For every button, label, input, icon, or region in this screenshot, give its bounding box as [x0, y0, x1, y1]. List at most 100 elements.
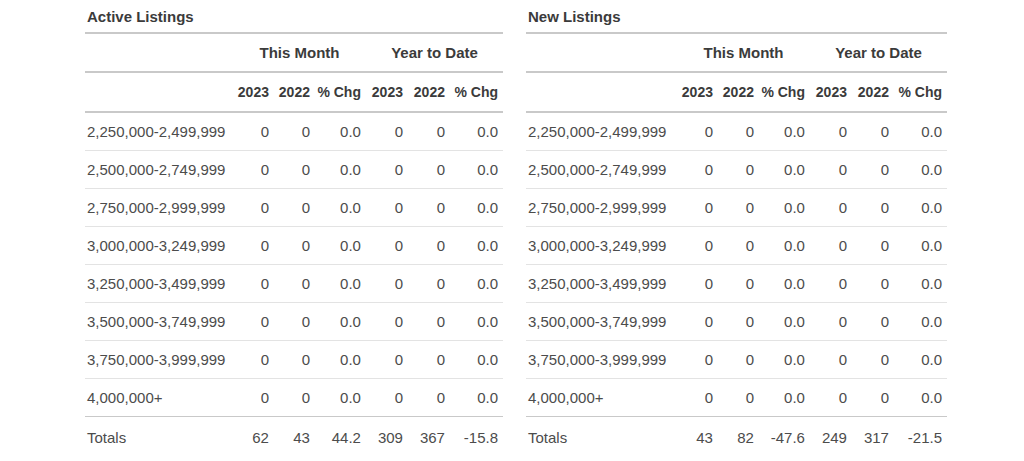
totals-row: Totals 62 43 44.2 309 367 -15.8 — [85, 417, 503, 458]
col-header-ytd-2022: 2022 — [852, 72, 894, 112]
totals-label: Totals — [85, 417, 233, 458]
totals-cell: 44.2 — [315, 417, 366, 458]
table-row: 3,750,000-3,999,999 0 0 0.0 0 0 0.0 — [526, 341, 947, 379]
value-cell: 0 — [810, 112, 852, 151]
value-cell: 0 — [366, 303, 408, 341]
value-cell: 0.0 — [759, 151, 810, 189]
totals-cell: 43 — [677, 417, 718, 458]
price-range-label: 3,500,000-3,749,999 — [85, 303, 233, 341]
totals-row: Totals 43 82 -47.6 249 317 -21.5 — [526, 417, 947, 458]
price-range-label: 2,500,000-2,749,999 — [526, 151, 677, 189]
price-range-label: 3,000,000-3,249,999 — [526, 227, 677, 265]
value-cell: 0 — [274, 189, 315, 227]
value-cell: 0 — [852, 189, 894, 227]
value-cell: 0 — [408, 227, 450, 265]
table-row: 2,500,000-2,749,999 0 0 0.0 0 0 0.0 — [526, 151, 947, 189]
value-cell: 0 — [852, 227, 894, 265]
table-row: 3,000,000-3,249,999 0 0 0.0 0 0 0.0 — [85, 227, 503, 265]
value-cell: 0.0 — [894, 112, 947, 151]
value-cell: 0.0 — [450, 189, 503, 227]
price-range-label: 2,500,000-2,749,999 — [85, 151, 233, 189]
active-listings-table: This Month Year to Date 2023 2022 % Chg … — [85, 34, 503, 457]
value-cell: 0.0 — [315, 341, 366, 379]
col-header-tm-2022: 2022 — [718, 72, 759, 112]
value-cell: 0 — [810, 265, 852, 303]
column-header-row: 2023 2022 % Chg 2023 2022 % Chg — [85, 72, 503, 112]
value-cell: 0 — [274, 227, 315, 265]
spacer-cell — [85, 72, 233, 112]
value-cell: 0.0 — [450, 112, 503, 151]
totals-cell: -21.5 — [894, 417, 947, 458]
col-header-ytd-pct-chg: % Chg — [894, 72, 947, 112]
value-cell: 0 — [366, 189, 408, 227]
value-cell: 0.0 — [894, 341, 947, 379]
table-row: 3,250,000-3,499,999 0 0 0.0 0 0 0.0 — [85, 265, 503, 303]
totals-cell: -15.8 — [450, 417, 503, 458]
value-cell: 0 — [718, 379, 759, 417]
value-cell: 0 — [233, 341, 274, 379]
value-cell: 0.0 — [315, 303, 366, 341]
value-cell: 0 — [718, 303, 759, 341]
value-cell: 0 — [677, 379, 718, 417]
group-header-year-to-date: Year to Date — [810, 34, 947, 72]
value-cell: 0 — [408, 265, 450, 303]
value-cell: 0 — [677, 151, 718, 189]
new-listings-table: This Month Year to Date 2023 2022 % Chg … — [526, 34, 947, 457]
col-header-ytd-2023: 2023 — [366, 72, 408, 112]
totals-cell: 309 — [366, 417, 408, 458]
value-cell: 0 — [852, 151, 894, 189]
value-cell: 0.0 — [315, 227, 366, 265]
col-header-tm-pct-chg: % Chg — [759, 72, 810, 112]
value-cell: 0.0 — [894, 227, 947, 265]
new-listings-report: New Listings This Month Year to Date 202… — [526, 0, 947, 457]
value-cell: 0 — [274, 341, 315, 379]
column-header-row: 2023 2022 % Chg 2023 2022 % Chg — [526, 72, 947, 112]
value-cell: 0 — [852, 112, 894, 151]
totals-cell: 367 — [408, 417, 450, 458]
col-header-ytd-2023: 2023 — [810, 72, 852, 112]
value-cell: 0 — [274, 303, 315, 341]
spacer-cell — [85, 34, 233, 72]
table-row: 3,500,000-3,749,999 0 0 0.0 0 0 0.0 — [85, 303, 503, 341]
value-cell: 0 — [810, 151, 852, 189]
table-row: 3,500,000-3,749,999 0 0 0.0 0 0 0.0 — [526, 303, 947, 341]
totals-label: Totals — [526, 417, 677, 458]
price-range-label: 2,250,000-2,499,999 — [526, 112, 677, 151]
value-cell: 0 — [408, 151, 450, 189]
col-header-ytd-pct-chg: % Chg — [450, 72, 503, 112]
value-cell: 0 — [233, 265, 274, 303]
totals-cell: 249 — [810, 417, 852, 458]
group-header-row: This Month Year to Date — [526, 34, 947, 72]
value-cell: 0 — [274, 265, 315, 303]
value-cell: 0 — [233, 189, 274, 227]
value-cell: 0.0 — [450, 227, 503, 265]
group-header-this-month: This Month — [233, 34, 366, 72]
table-row: 2,250,000-2,499,999 0 0 0.0 0 0 0.0 — [526, 112, 947, 151]
table-row: 2,750,000-2,999,999 0 0 0.0 0 0 0.0 — [85, 189, 503, 227]
value-cell: 0 — [852, 341, 894, 379]
value-cell: 0.0 — [894, 151, 947, 189]
table-row: 4,000,000+ 0 0 0.0 0 0 0.0 — [85, 379, 503, 417]
value-cell: 0 — [718, 341, 759, 379]
value-cell: 0 — [677, 189, 718, 227]
active-listings-report: Active Listings This Month Year to Date … — [85, 0, 503, 457]
value-cell: 0 — [718, 189, 759, 227]
value-cell: 0 — [810, 227, 852, 265]
totals-cell: -47.6 — [759, 417, 810, 458]
value-cell: 0.0 — [315, 265, 366, 303]
value-cell: 0 — [718, 151, 759, 189]
table-row: 3,750,000-3,999,999 0 0 0.0 0 0 0.0 — [85, 341, 503, 379]
value-cell: 0.0 — [759, 265, 810, 303]
totals-cell: 82 — [718, 417, 759, 458]
col-header-ytd-2022: 2022 — [408, 72, 450, 112]
price-range-label: 4,000,000+ — [526, 379, 677, 417]
value-cell: 0 — [366, 227, 408, 265]
value-cell: 0.0 — [450, 379, 503, 417]
col-header-tm-pct-chg: % Chg — [315, 72, 366, 112]
price-range-label: 3,250,000-3,499,999 — [85, 265, 233, 303]
value-cell: 0 — [366, 379, 408, 417]
price-range-label: 2,750,000-2,999,999 — [526, 189, 677, 227]
value-cell: 0 — [366, 151, 408, 189]
value-cell: 0.0 — [315, 189, 366, 227]
price-range-label: 3,750,000-3,999,999 — [526, 341, 677, 379]
